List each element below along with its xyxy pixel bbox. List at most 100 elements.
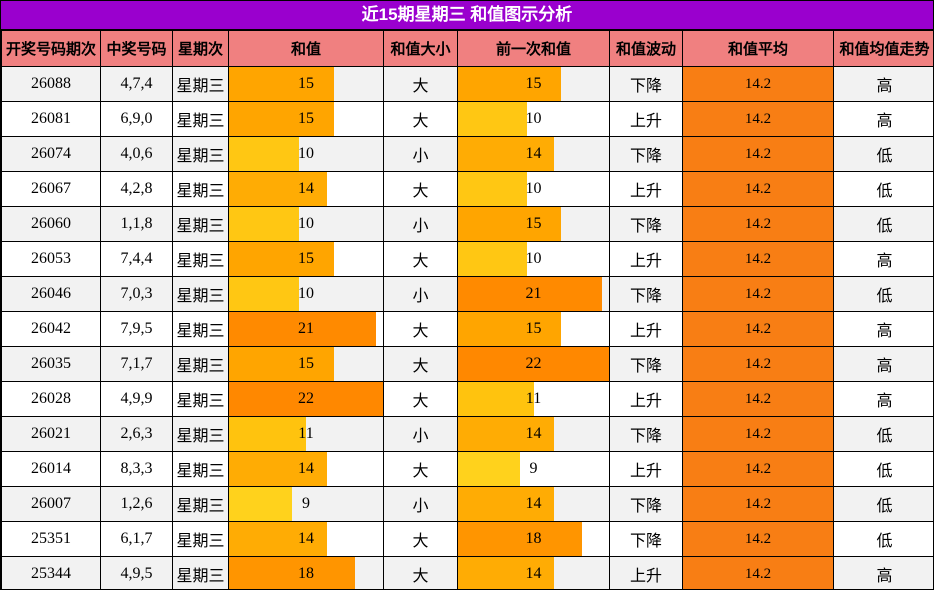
cell-weekday: 星期三 xyxy=(172,521,229,557)
cell-weekday: 星期三 xyxy=(172,556,229,589)
cell-sum-size: 大 xyxy=(383,556,458,589)
cell-sum-size: 大 xyxy=(383,241,458,277)
cell-prev-sum: 15 xyxy=(457,206,610,242)
sum-value-bar xyxy=(229,452,327,486)
prev-sum-value: 11 xyxy=(525,390,542,407)
cell-sum: 15 xyxy=(228,346,384,382)
cell-weekday: 星期三 xyxy=(172,276,229,312)
cell-numbers: 6,1,7 xyxy=(100,521,173,557)
cell-sum: 10 xyxy=(228,206,384,242)
cell-fluctuation: 上升 xyxy=(609,556,683,589)
cell-numbers: 1,2,6 xyxy=(100,486,173,522)
cell-average: 14.2 xyxy=(682,416,834,452)
sum-value-bar xyxy=(229,312,376,346)
cell-period: 26046 xyxy=(1,276,101,312)
cell-sum: 15 xyxy=(228,66,384,102)
cell-period: 26060 xyxy=(1,206,101,242)
cell-fluctuation: 下降 xyxy=(609,521,683,557)
cell-trend: 低 xyxy=(833,521,933,557)
cell-trend: 高 xyxy=(833,66,933,102)
cell-fluctuation: 上升 xyxy=(609,171,683,207)
cell-numbers: 7,1,7 xyxy=(100,346,173,382)
sum-value: 11 xyxy=(298,425,314,442)
cell-average: 14.2 xyxy=(682,241,834,277)
prev-sum-value: 10 xyxy=(525,110,542,127)
cell-weekday: 星期三 xyxy=(172,136,229,172)
table-row: 25351 6,1,7 星期三 14 大 18 下降 14.2 低 xyxy=(1,521,933,557)
prev-sum-value-bar xyxy=(458,207,561,241)
cell-average: 14.2 xyxy=(682,381,834,417)
cell-trend: 高 xyxy=(833,346,933,382)
cell-sum-size: 小 xyxy=(383,416,458,452)
cell-fluctuation: 下降 xyxy=(609,136,683,172)
sum-value-bar xyxy=(229,382,383,416)
table-row: 26035 7,1,7 星期三 15 大 22 下降 14.2 高 xyxy=(1,346,933,382)
sum-value-bar xyxy=(229,207,299,241)
prev-sum-value: 14 xyxy=(525,145,542,162)
cell-sum: 10 xyxy=(228,276,384,312)
table-row: 26053 7,4,4 星期三 15 大 10 上升 14.2 高 xyxy=(1,241,933,277)
cell-sum-size: 小 xyxy=(383,206,458,242)
cell-prev-sum: 15 xyxy=(457,311,610,347)
page-title: 近15期星期三 和值图示分析 xyxy=(1,1,933,30)
sum-value: 14 xyxy=(298,460,314,477)
cell-trend: 低 xyxy=(833,136,933,172)
prev-sum-value: 14 xyxy=(525,425,542,442)
sum-value: 14 xyxy=(298,530,314,547)
cell-trend: 低 xyxy=(833,416,933,452)
cell-prev-sum: 14 xyxy=(457,136,610,172)
cell-prev-sum: 14 xyxy=(457,556,610,589)
cell-weekday: 星期三 xyxy=(172,486,229,522)
cell-prev-sum: 10 xyxy=(457,171,610,207)
sum-value-bar xyxy=(229,487,292,521)
cell-numbers: 7,0,3 xyxy=(100,276,173,312)
prev-sum-value-bar xyxy=(458,172,527,206)
cell-sum: 15 xyxy=(228,241,384,277)
prev-sum-value: 18 xyxy=(525,530,542,547)
prev-sum-value-bar xyxy=(458,347,609,381)
cell-trend: 低 xyxy=(833,171,933,207)
cell-average: 14.2 xyxy=(682,276,834,312)
cell-sum: 21 xyxy=(228,311,384,347)
cell-sum: 9 xyxy=(228,486,384,522)
cell-sum-size: 大 xyxy=(383,311,458,347)
cell-numbers: 7,4,4 xyxy=(100,241,173,277)
col-header-period: 开奖号码期次 xyxy=(1,30,101,67)
cell-period: 25344 xyxy=(1,556,101,589)
col-header-numbers: 中奖号码 xyxy=(100,30,173,67)
cell-period: 26053 xyxy=(1,241,101,277)
cell-sum: 15 xyxy=(228,101,384,137)
prev-sum-value-bar xyxy=(458,137,555,171)
sum-value-bar xyxy=(229,347,334,381)
cell-weekday: 星期三 xyxy=(172,346,229,382)
col-header-sum: 和值 xyxy=(228,30,384,67)
cell-period: 26014 xyxy=(1,451,101,487)
cell-fluctuation: 下降 xyxy=(609,276,683,312)
sum-value-bar xyxy=(229,557,355,589)
sum-value: 10 xyxy=(298,215,314,232)
cell-fluctuation: 上升 xyxy=(609,311,683,347)
cell-period: 26021 xyxy=(1,416,101,452)
prev-sum-value-bar xyxy=(458,522,582,556)
cell-prev-sum: 9 xyxy=(457,451,610,487)
cell-numbers: 1,1,8 xyxy=(100,206,173,242)
cell-prev-sum: 15 xyxy=(457,66,610,102)
sum-value: 10 xyxy=(298,145,314,162)
sum-value-bar xyxy=(229,137,299,171)
cell-period: 26007 xyxy=(1,486,101,522)
prev-sum-value: 15 xyxy=(525,75,542,92)
cell-average: 14.2 xyxy=(682,556,834,589)
sum-value-bar xyxy=(229,277,299,311)
cell-average: 14.2 xyxy=(682,136,834,172)
prev-sum-value-bar xyxy=(458,452,520,486)
cell-period: 25351 xyxy=(1,521,101,557)
cell-average: 14.2 xyxy=(682,346,834,382)
cell-trend: 高 xyxy=(833,381,933,417)
cell-sum: 18 xyxy=(228,556,384,589)
cell-fluctuation: 下降 xyxy=(609,206,683,242)
sum-value: 21 xyxy=(298,320,314,337)
cell-sum-size: 大 xyxy=(383,381,458,417)
cell-period: 26081 xyxy=(1,101,101,137)
cell-weekday: 星期三 xyxy=(172,66,229,102)
prev-sum-value: 21 xyxy=(525,285,542,302)
